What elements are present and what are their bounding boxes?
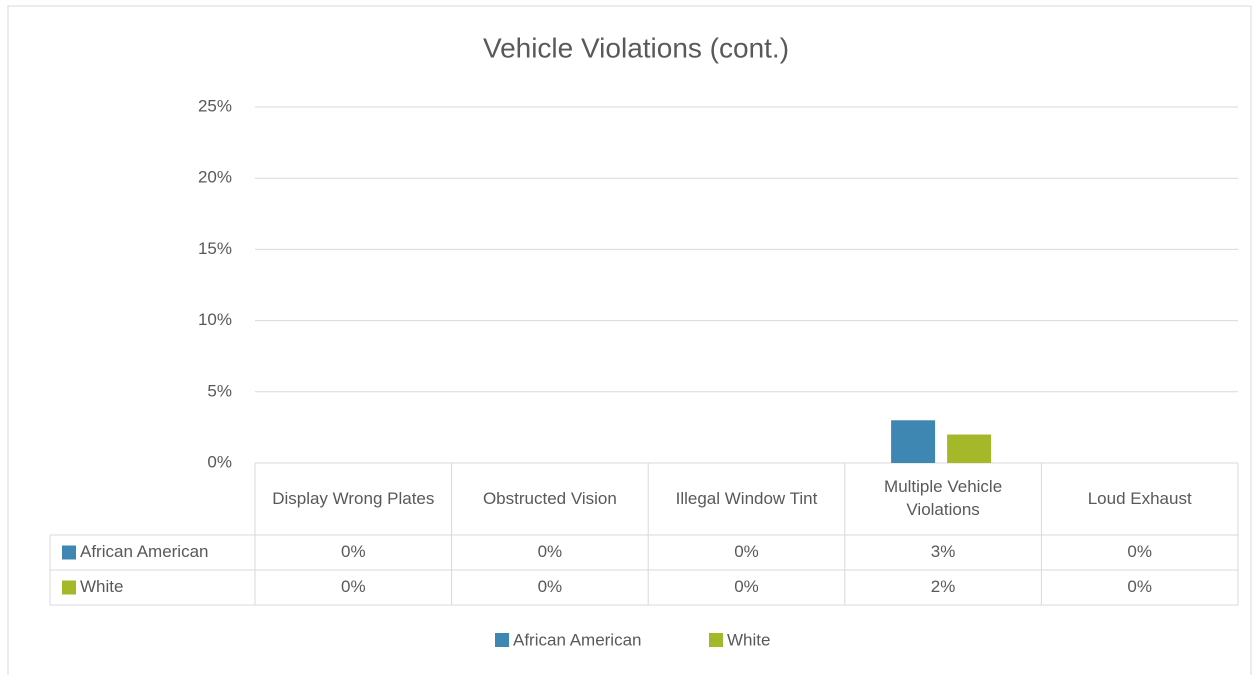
data-label-box: 0% (1127, 542, 1152, 562)
data-label-box: 0% (1127, 577, 1152, 597)
x-tick-label-box: Display Wrong Plates (272, 488, 435, 508)
data-label: 0% (734, 542, 759, 562)
y-tick-label: 15% (198, 239, 232, 258)
x-tick-label-box: Loud Exhaust (1087, 488, 1192, 508)
data-label-box: 0% (537, 542, 563, 562)
table-legend-key (62, 580, 76, 595)
y-tick-label: 5% (207, 381, 232, 400)
data-label-box: 0% (734, 542, 759, 562)
data-label-box: 0% (734, 577, 759, 597)
table-series-name: White (80, 577, 124, 597)
x-tick-label: Loud Exhaust (1087, 488, 1192, 508)
data-label: 3% (930, 542, 956, 562)
bar (891, 420, 936, 463)
data-label-box: 3% (930, 542, 956, 562)
data-label-box: 0% (537, 577, 563, 597)
data-label: 0% (1127, 542, 1152, 562)
x-tick-label: Illegal Window Tint (675, 488, 818, 508)
y-tick-label: 25% (198, 96, 232, 115)
data-label-box: 0% (341, 542, 366, 562)
data-label-box: 2% (930, 577, 956, 597)
x-tick-label: Obstructed Vision (482, 488, 617, 508)
data-label: 0% (537, 577, 563, 597)
legend-label: White (727, 630, 770, 649)
legend-key (495, 633, 509, 647)
table-series-name-box: African American (80, 542, 209, 562)
table-series-name-box: White (80, 577, 124, 597)
x-tick-label: Display Wrong Plates (272, 488, 435, 508)
data-label: 0% (341, 577, 366, 597)
data-label: 0% (1127, 577, 1152, 597)
y-tick-label: 20% (198, 168, 232, 187)
bar (947, 434, 992, 463)
table-legend-key (62, 545, 76, 560)
chart-title: Vehicle Violations (cont.) (483, 32, 789, 63)
legend-label: African American (513, 630, 642, 649)
data-label: 0% (341, 542, 366, 562)
table-series-name: African American (80, 542, 209, 562)
x-tick-label-box: Obstructed Vision (482, 488, 617, 508)
chart-frame (7, 5, 1252, 680)
data-label: 0% (734, 577, 759, 597)
y-tick-label: 10% (198, 310, 232, 329)
legend-key (709, 633, 723, 647)
x-tick-label-box: Illegal Window Tint (675, 488, 818, 508)
x-tick-label: Multiple Vehicle Violations (884, 477, 1003, 519)
data-label: 2% (930, 577, 956, 597)
data-label: 0% (537, 542, 563, 562)
y-tick-label: 0% (207, 452, 232, 471)
data-label-box: 0% (341, 577, 366, 597)
x-tick-label-box: Multiple Vehicle Violations (884, 477, 1003, 519)
